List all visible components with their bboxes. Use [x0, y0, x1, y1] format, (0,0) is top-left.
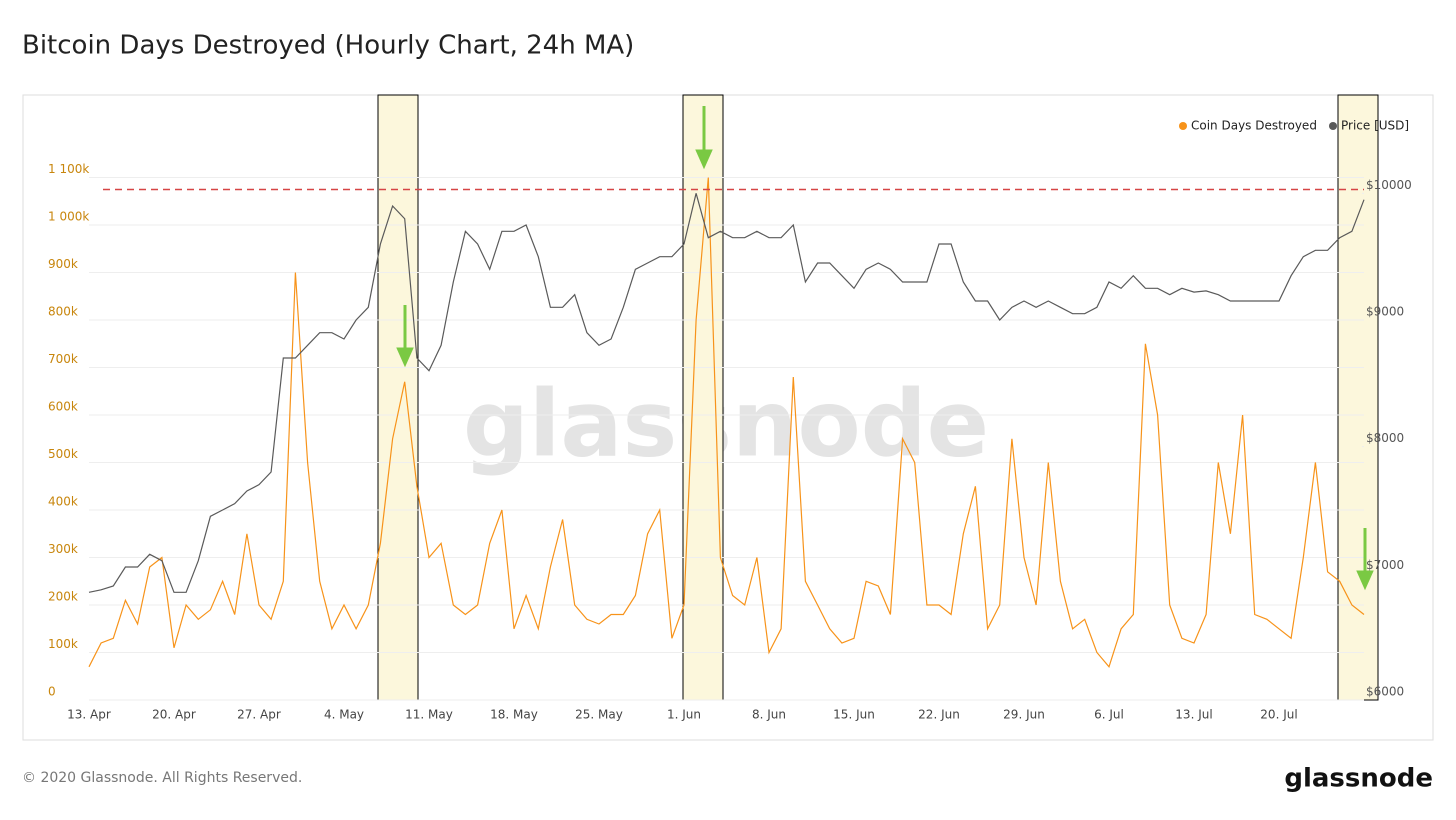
legend-label: Coin Days Destroyed [1191, 119, 1317, 133]
y2-tick-label: $8000 [1366, 431, 1404, 445]
legend-swatch [1179, 122, 1187, 130]
y2-tick-label: $6000 [1366, 685, 1404, 699]
x-tick-label: 15. Jun [833, 708, 875, 722]
y-tick-label: 200k [48, 590, 78, 604]
series-line [88, 177, 1365, 669]
chart-frame [22, 94, 1434, 741]
y-tick-label: 400k [48, 495, 78, 509]
chart-title: Bitcoin Days Destroyed (Hourly Chart, 24… [22, 31, 634, 61]
x-tick-label: 6. Jul [1094, 708, 1124, 722]
y-tick-label: 300k [48, 542, 78, 556]
y2-tick-label: $7000 [1366, 558, 1404, 572]
x-tick-label: 13. Jul [1175, 708, 1212, 722]
legend-swatch [1329, 122, 1337, 130]
y2-tick-label: $10000 [1366, 178, 1412, 192]
x-tick-label: 8. Jun [752, 708, 786, 722]
y-tick-label: 500k [48, 447, 78, 461]
legend-label: Price [USD] [1341, 119, 1409, 133]
y2-tick-label: $9000 [1366, 305, 1404, 319]
y-tick-label: 700k [48, 352, 78, 366]
x-tick-label: 22. Jun [918, 708, 960, 722]
x-tick-label: 1. Jun [667, 708, 701, 722]
x-tick-label: 4. May [324, 708, 364, 722]
logo: glassnode [1284, 764, 1433, 794]
x-tick-label: 20. Jul [1260, 708, 1297, 722]
x-tick-label: 27. Apr [237, 708, 281, 722]
x-tick-label: 20. Apr [152, 708, 196, 722]
arrow-head [695, 149, 713, 170]
y-tick-label: 600k [48, 400, 78, 414]
x-tick-label: 29. Jun [1003, 708, 1045, 722]
y-tick-label: 100k [48, 637, 78, 651]
arrow-head [396, 347, 414, 368]
watermark: glassnode [463, 370, 989, 477]
highlight-box [682, 94, 724, 701]
y-tick-label: 900k [48, 257, 78, 271]
y-tick-label: 800k [48, 305, 78, 319]
y-tick-label: 1 000k [48, 210, 89, 224]
x-tick-label: 18. May [490, 708, 538, 722]
x-tick-label: 13. Apr [67, 708, 111, 722]
y-tick-label: 0 [48, 685, 56, 699]
series-line [88, 193, 1365, 593]
plot: 0 100k 200k 300k 400k 500k 600k 700k 800k 900k 1 0… [48, 162, 1412, 722]
footer: © 2020 Glassnode. All Rights Reserved. [22, 770, 302, 786]
highlight-box [377, 94, 419, 701]
arrows [396, 106, 1374, 591]
x-tick-label: 25. May [575, 708, 623, 722]
x-tick-label: 11. May [405, 708, 453, 722]
y-tick-label: 1 100k [48, 162, 89, 176]
arrow-head [1356, 570, 1374, 591]
